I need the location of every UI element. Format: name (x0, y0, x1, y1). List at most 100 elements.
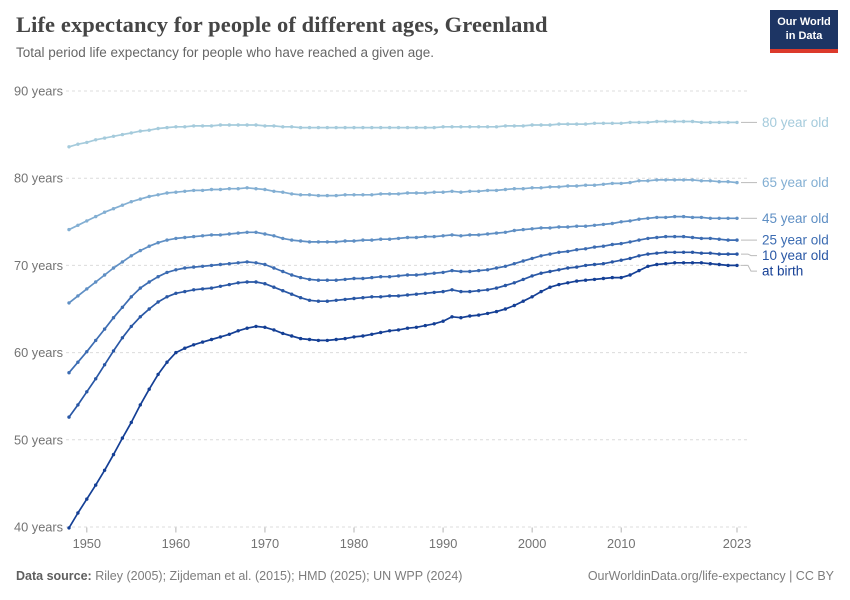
data-point[interactable] (263, 325, 267, 329)
data-point[interactable] (245, 123, 249, 127)
data-point[interactable] (102, 327, 107, 331)
data-point[interactable] (325, 193, 329, 198)
data-point[interactable] (557, 185, 561, 189)
data-point[interactable] (628, 180, 632, 185)
data-point[interactable] (272, 328, 276, 332)
data-point[interactable] (120, 336, 125, 340)
data-point[interactable] (129, 131, 133, 135)
data-point[interactable] (539, 254, 543, 258)
data-point[interactable] (601, 262, 606, 266)
data-point[interactable] (120, 260, 125, 264)
data-point[interactable] (432, 322, 436, 326)
series-label-10-year-old[interactable]: 10 year old (762, 248, 829, 263)
data-point[interactable] (370, 193, 374, 197)
data-point[interactable] (316, 125, 321, 130)
data-point[interactable] (174, 190, 178, 194)
data-point[interactable] (485, 288, 490, 292)
data-point[interactable] (485, 188, 490, 193)
data-point[interactable] (441, 125, 445, 129)
data-point[interactable] (85, 350, 89, 354)
data-point[interactable] (343, 125, 347, 130)
data-point[interactable] (503, 124, 508, 128)
data-point[interactable] (503, 187, 508, 192)
data-point[interactable] (307, 298, 312, 302)
data-point[interactable] (575, 248, 579, 252)
data-point[interactable] (423, 191, 427, 195)
data-point[interactable] (539, 271, 543, 275)
data-point[interactable] (673, 250, 677, 254)
data-point[interactable] (512, 262, 516, 266)
data-point[interactable] (200, 234, 205, 238)
data-point[interactable] (664, 215, 668, 220)
owid-logo[interactable]: Our World in Data (770, 10, 838, 53)
data-point[interactable] (450, 125, 454, 129)
data-point[interactable] (655, 215, 659, 220)
data-point[interactable] (254, 324, 258, 329)
series-line-80-year-old[interactable] (68, 120, 738, 148)
data-point[interactable] (557, 122, 561, 126)
data-point[interactable] (298, 296, 303, 300)
data-point[interactable] (209, 124, 214, 128)
data-point[interactable] (708, 120, 712, 125)
data-point[interactable] (245, 260, 249, 264)
data-point[interactable] (530, 295, 534, 299)
data-point[interactable] (673, 119, 677, 124)
data-point[interactable] (681, 119, 686, 124)
series-25-year-old[interactable] (67, 234, 739, 375)
data-point[interactable] (530, 274, 534, 278)
data-point[interactable] (352, 335, 356, 339)
data-point[interactable] (414, 273, 419, 277)
data-point[interactable] (423, 291, 427, 295)
data-point[interactable] (138, 403, 142, 407)
data-point[interactable] (387, 329, 392, 333)
data-point[interactable] (592, 223, 597, 227)
data-point[interactable] (450, 268, 454, 273)
data-point[interactable] (405, 273, 410, 277)
data-point[interactable] (183, 189, 187, 193)
data-point[interactable] (494, 231, 499, 235)
data-point[interactable] (681, 178, 686, 182)
data-point[interactable] (379, 330, 383, 335)
data-point[interactable] (396, 294, 401, 298)
data-point[interactable] (245, 326, 249, 330)
data-point[interactable] (129, 295, 133, 299)
data-point[interactable] (325, 125, 329, 130)
data-point[interactable] (717, 262, 721, 267)
data-point[interactable] (735, 238, 739, 242)
data-point[interactable] (85, 390, 89, 394)
data-point[interactable] (263, 124, 267, 128)
data-point[interactable] (405, 235, 410, 240)
data-point[interactable] (575, 224, 579, 228)
data-point[interactable] (726, 238, 730, 242)
data-point[interactable] (272, 266, 276, 270)
data-point[interactable] (236, 261, 240, 265)
data-point[interactable] (387, 294, 392, 298)
data-point[interactable] (699, 251, 704, 255)
data-point[interactable] (450, 315, 454, 319)
data-point[interactable] (94, 483, 98, 487)
data-point[interactable] (67, 301, 71, 305)
data-point[interactable] (664, 178, 668, 182)
data-point[interactable] (468, 233, 472, 237)
data-point[interactable] (432, 271, 436, 275)
data-point[interactable] (414, 125, 419, 130)
data-point[interactable] (708, 216, 712, 220)
data-point[interactable] (76, 511, 80, 515)
data-point[interactable] (637, 238, 641, 242)
data-point[interactable] (673, 261, 677, 265)
data-point[interactable] (254, 123, 258, 127)
data-point[interactable] (183, 289, 187, 294)
data-point[interactable] (192, 234, 196, 239)
data-point[interactable] (245, 230, 249, 234)
data-point[interactable] (174, 125, 178, 129)
data-point[interactable] (592, 183, 597, 187)
data-point[interactable] (272, 124, 276, 128)
data-point[interactable] (432, 190, 436, 194)
data-point[interactable] (396, 274, 401, 278)
data-point[interactable] (575, 184, 579, 188)
data-point[interactable] (325, 338, 329, 343)
data-point[interactable] (343, 336, 347, 341)
series-line-45-year-old[interactable] (68, 215, 738, 304)
data-point[interactable] (539, 226, 543, 230)
data-point[interactable] (298, 193, 303, 197)
